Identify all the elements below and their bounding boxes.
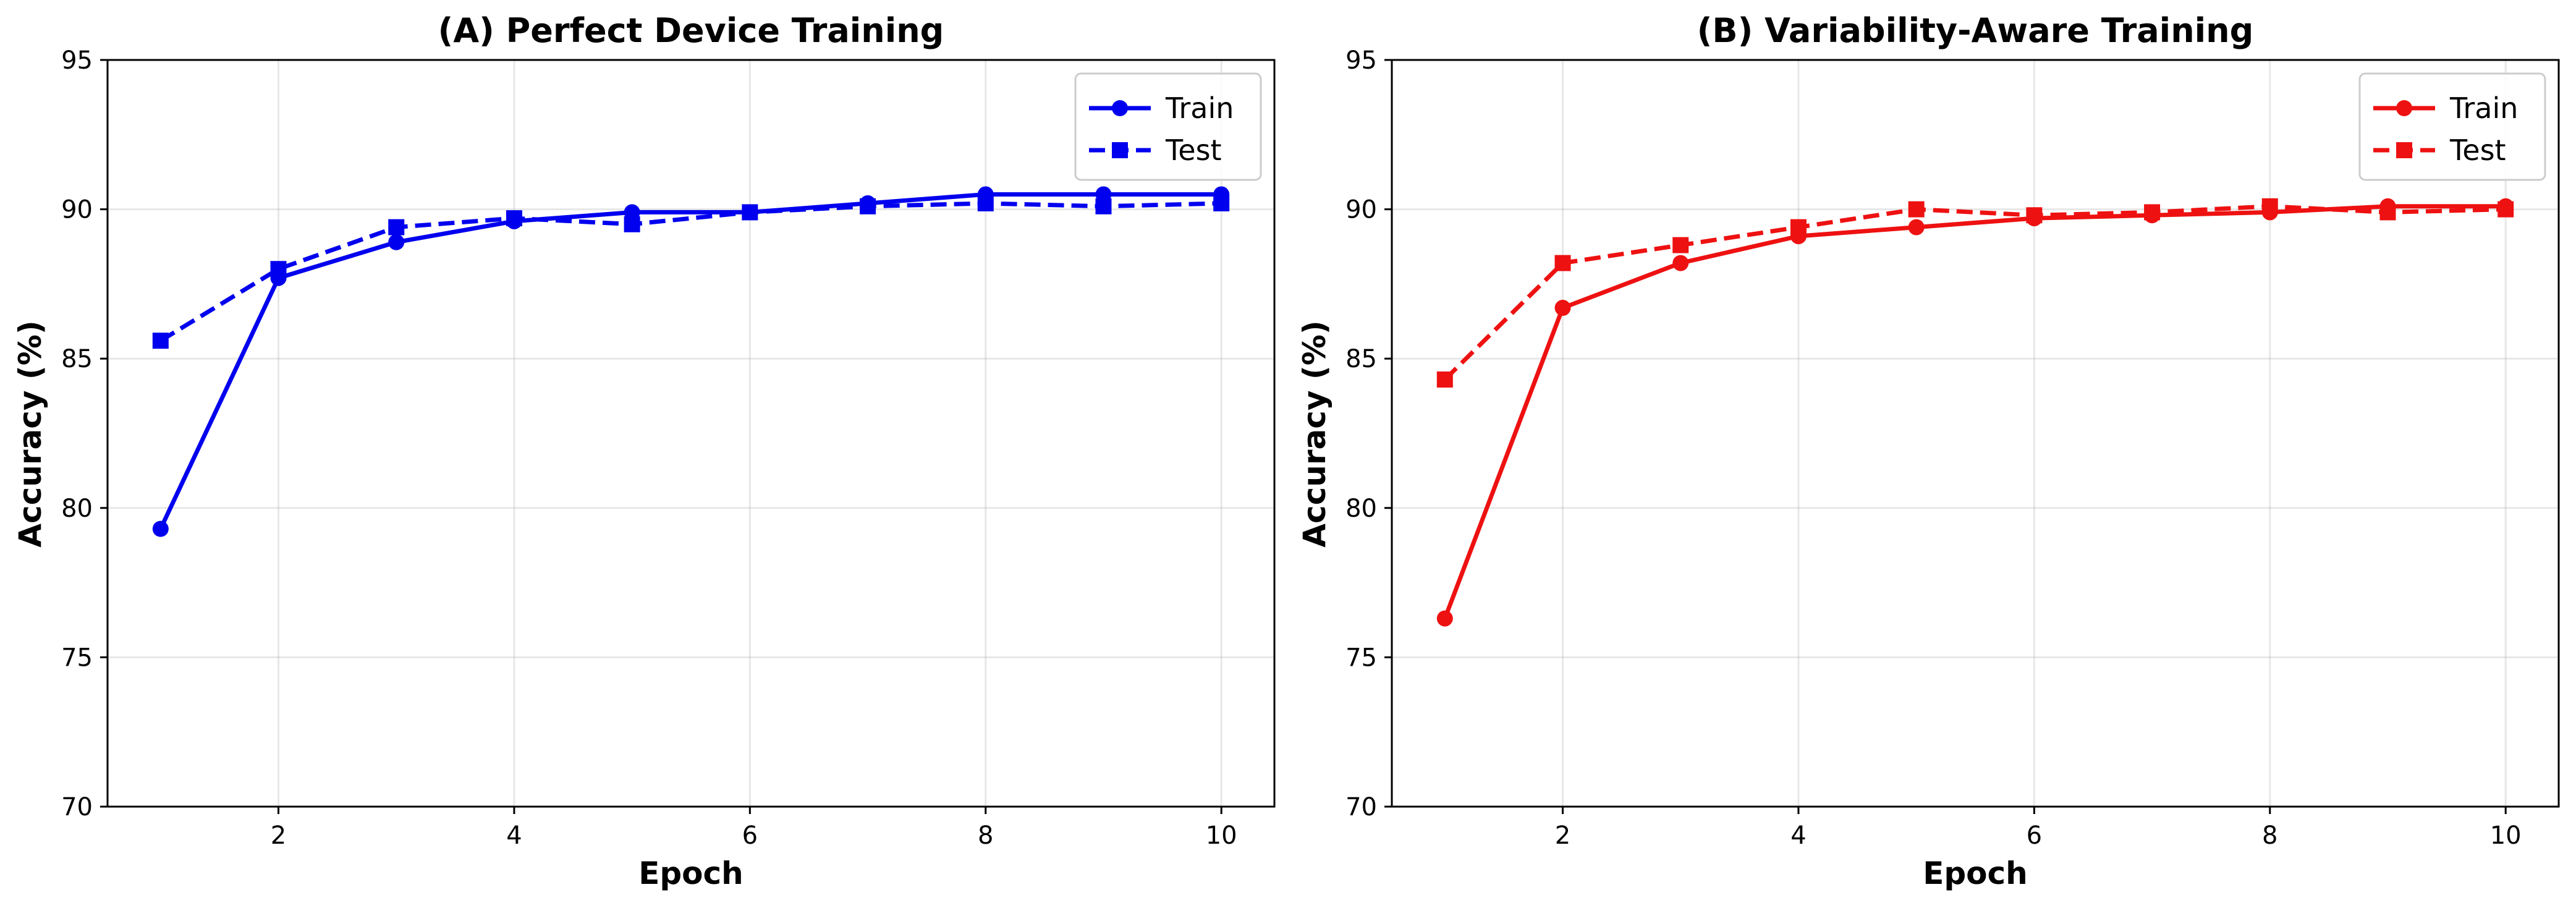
panel-b-xtick-label: 4 [1790, 821, 1806, 850]
panel-a-series [152, 186, 1230, 537]
panel-b-legend-test-marker [2396, 142, 2412, 158]
panel-b-test-point [2379, 204, 2396, 221]
panel-b-test-point [1790, 219, 1807, 235]
panel-b-train-point [1908, 219, 1925, 235]
panel-b-xtick-label: 8 [2262, 821, 2277, 850]
panel-b-train-point [1436, 610, 1453, 627]
panel-a-legend: Train Test [1074, 72, 1262, 181]
panel-b-frame [1391, 59, 2560, 808]
panel-b-ylabel: Accuracy (%) [1297, 320, 1332, 547]
panel-a-test-line [159, 201, 1222, 343]
panel-a: (A) Perfect Device Training Epoch Accura… [12, 11, 1276, 891]
panel-a-test-point [624, 216, 640, 232]
panel-b-test-point [1672, 237, 1689, 253]
panel-a-test-point [1095, 198, 1112, 214]
panel-b-legend: Train Test [2358, 72, 2546, 181]
panel-b-legend-train-label: Train [2449, 91, 2518, 125]
panel-b-xtick-label: 10 [2490, 821, 2522, 850]
panel-a-ytick-label: 95 [61, 46, 93, 75]
panel-b-test-point [2026, 207, 2043, 224]
panel-b-ticks: 2 4 6 8 10 70 75 80 85 90 95 [1345, 46, 2522, 850]
panel-b-test-line [1443, 204, 2506, 381]
panel-b-ytick-label: 85 [1345, 345, 1377, 373]
panel-a-test-point [152, 333, 169, 349]
panel-a-test-point [977, 195, 994, 211]
panel-b-train-point [1672, 255, 1689, 271]
panel-b-legend-test-label: Test [2449, 134, 2506, 167]
panel-b-ytick-label: 80 [1345, 494, 1377, 523]
panel-a-xtick-label: 8 [978, 821, 993, 850]
panel-a-xtick-label: 2 [271, 821, 286, 850]
panel-a-legend-train-marker [1112, 100, 1128, 116]
panel-b-test-point [2498, 201, 2514, 218]
panel-b-legend-train-marker [2396, 100, 2412, 116]
panel-a-frame [106, 59, 1276, 808]
panel-b-test-point [2261, 198, 2278, 214]
panel-b: (B) Variability-Aware Training Epoch Acc… [1297, 11, 2560, 891]
panel-b-train-point [1554, 300, 1571, 316]
panel-b-xtick-label: 2 [1555, 821, 1570, 850]
panel-a-ytick-label: 70 [61, 793, 93, 821]
panel-a-test-point [1213, 195, 1230, 211]
panel-a-title: (A) Perfect Device Training [438, 11, 944, 50]
panel-b-ytick-label: 70 [1345, 793, 1377, 821]
panel-a-test-point [388, 219, 405, 235]
panel-a-ylabel: Accuracy (%) [12, 320, 48, 547]
panel-b-xlabel: Epoch [1923, 855, 2028, 891]
panel-b-test-point [1436, 371, 1453, 388]
panel-b-ytick-label: 90 [1345, 196, 1377, 224]
panel-a-test-point [506, 210, 522, 227]
panel-a-ytick-label: 85 [61, 345, 93, 373]
panel-b-test-point [1554, 255, 1571, 271]
panel-a-ytick-label: 75 [61, 643, 93, 672]
panel-a-train-point [152, 520, 169, 537]
panel-a-ticks: 2 4 6 8 10 70 75 80 85 90 95 [61, 46, 1237, 850]
panel-a-legend-train-label: Train [1165, 91, 1234, 125]
panel-b-ytick-label: 95 [1345, 46, 1377, 75]
panel-a-train-line [158, 192, 1222, 530]
panel-b-ytick-label: 75 [1345, 643, 1377, 672]
panel-b-test-point [2144, 204, 2161, 221]
panel-b-series [1436, 198, 2514, 627]
panel-a-xlabel: Epoch [638, 855, 744, 891]
panel-a-legend-test-label: Test [1165, 134, 1222, 167]
panel-a-test-point [270, 261, 287, 278]
panel-a-xtick-label: 4 [506, 821, 522, 850]
panel-b-test-point [1908, 201, 1925, 218]
panel-a-train-point [388, 234, 405, 250]
panel-b-xtick-label: 6 [2027, 821, 2042, 850]
panel-a-test-point [742, 204, 758, 221]
panel-a-legend-test-marker [1112, 142, 1128, 158]
panel-a-ytick-label: 80 [61, 494, 93, 523]
panel-a-ytick-label: 90 [61, 196, 93, 224]
panel-a-xtick-label: 10 [1206, 821, 1237, 850]
panel-b-title: (B) Variability-Aware Training [1697, 11, 2254, 50]
panel-a-xtick-label: 6 [742, 821, 758, 850]
panel-b-train-line [1443, 204, 2506, 619]
panel-a-test-point [860, 198, 876, 214]
